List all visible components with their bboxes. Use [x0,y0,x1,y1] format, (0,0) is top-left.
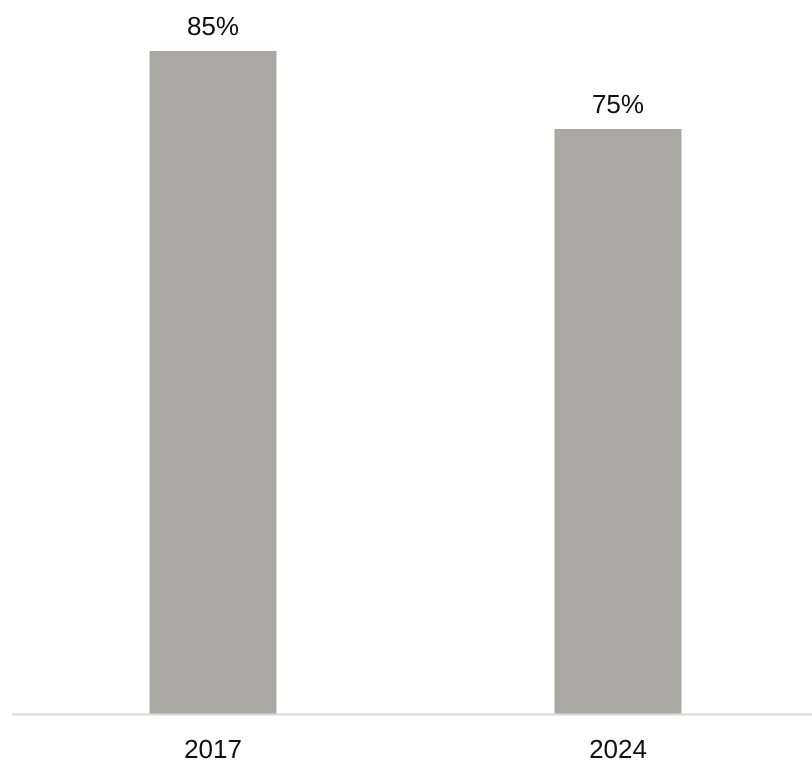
bars-group [149,51,682,714]
bar-2024 [554,129,682,714]
x-tick-label-2017: 2017 [184,734,242,764]
data-label-2017: 85% [187,11,239,41]
data-labels-group: 85% 75% [187,11,644,119]
x-tick-label-2024: 2024 [589,734,647,764]
x-tick-labels-group: 2017 2024 [184,734,647,764]
bar-2017 [149,51,277,714]
data-label-2024: 75% [592,89,644,119]
